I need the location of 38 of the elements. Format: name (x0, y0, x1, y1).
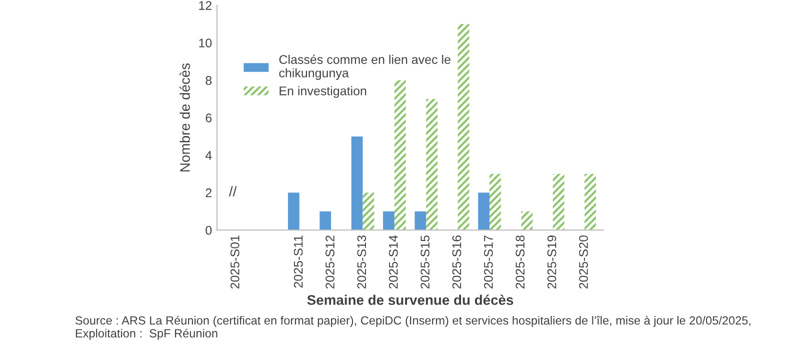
annotation: // (228, 186, 237, 196)
y-tick-label: 2 (206, 188, 212, 198)
bar (320, 211, 332, 230)
x-tick-label: 2025-S16 (452, 236, 462, 289)
bar (414, 211, 426, 230)
x-tick-label: 2025-S17 (484, 236, 493, 289)
y-tick-label: 0 (206, 226, 212, 235)
bar (552, 174, 564, 230)
x-tick-label: 2025-S12 (326, 236, 334, 289)
x-tick-label: 2025-S15 (420, 235, 430, 289)
y-tick-label: 10 (199, 38, 212, 48)
bar (351, 136, 363, 230)
x-tick-label: 2025-S11 (294, 236, 303, 288)
bar (362, 192, 374, 230)
x-tick-label: 2025-S20 (579, 235, 588, 289)
legend-label: En investigation (280, 86, 366, 98)
y-tick-label: 8 (206, 76, 212, 85)
bar (478, 192, 490, 230)
bar (394, 80, 406, 230)
x-tick-label: 2025-S14 (388, 235, 398, 289)
bar (521, 211, 533, 230)
y-axis-title: Nombre de décès (180, 63, 190, 172)
y-tick-label: 6 (206, 114, 212, 122)
x-tick-label: 2025-S01 (230, 236, 240, 289)
x-axis-title: Semaine de survenue du décès (307, 294, 514, 305)
source-note: Source : ARS La Réunion (certificat en format papier), CepiDC (Inserm) et services hospitaliers de l’île, mise à jour le 20/05/2025, Exploitation : SpF Réunion (75, 316, 750, 340)
legend-label: Classés comme en lien avec le chikungunya (279, 54, 450, 80)
x-tick-label: 2025-S19 (547, 236, 556, 289)
x-tick-label: 2025-S13 (357, 236, 366, 289)
y-tick-label: 12 (199, 1, 212, 10)
bar (490, 174, 501, 230)
x-tick-label: 2025-S18 (516, 236, 525, 289)
bar (584, 174, 596, 230)
bar (288, 192, 300, 230)
bar (383, 211, 394, 230)
bar (458, 24, 470, 230)
y-tick-label: 4 (205, 151, 212, 160)
bar (426, 98, 438, 230)
